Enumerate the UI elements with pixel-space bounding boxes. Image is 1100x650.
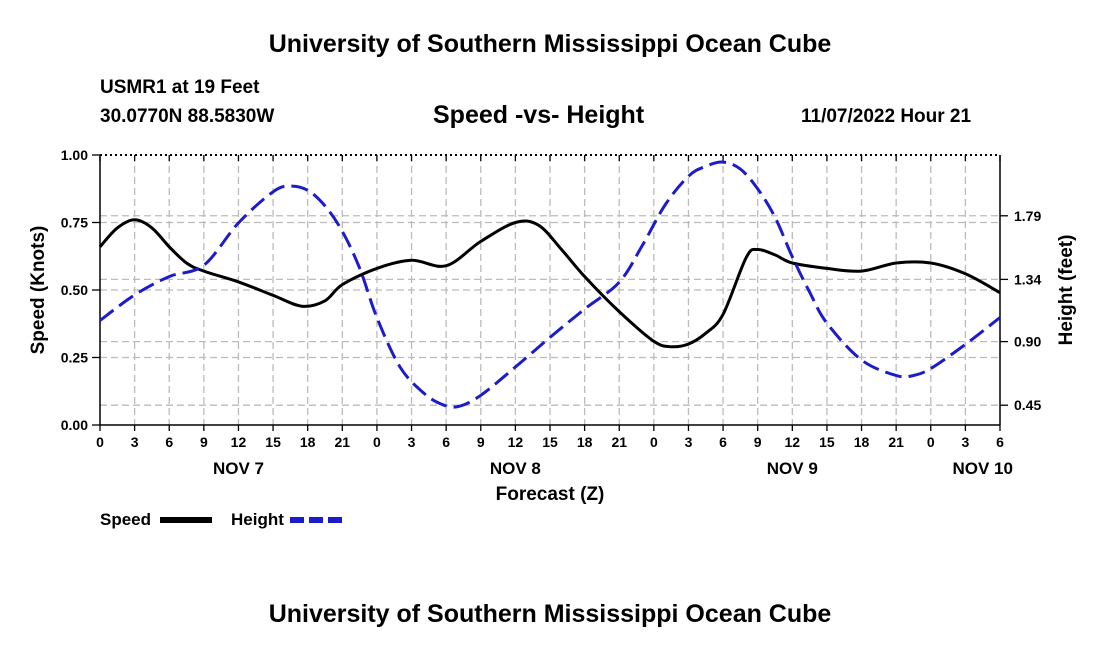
y2-tick-label: 1.34 [1014,271,1041,287]
x-tick-label: 3 [131,434,139,450]
x-tick-label: 18 [577,434,593,450]
tick-labels: 0 3 6 9 12 15 18 21 0 3 6 9 12 15 18 21 0 3 6 9 12 15 18 21 0 3 6 0… [61,147,1042,478]
x-tick-label: 6 [442,434,450,450]
y-axis-label: Speed (Knots) [28,226,49,355]
x-tick-label: 15 [542,434,558,450]
x-tick-label: 9 [477,434,485,450]
x-tick-label: 0 [96,434,104,450]
legend-speed-swatch [160,517,212,523]
chart-axes [92,154,1008,431]
x-axis-label: Forecast (Z) [496,484,605,505]
x-tick-label: 15 [265,434,281,450]
series-line-speed [98,218,1001,349]
x-tick-label: 0 [650,434,658,450]
x-tick-label: 6 [996,434,1004,450]
y-tick-label: 0.75 [61,215,88,231]
y-tick-label: 0.25 [61,350,88,366]
x-tick-label: 12 [231,434,247,450]
series-line-height [99,160,1001,409]
chart-title: Speed -vs- Height [433,101,645,129]
x-tick-label: 12 [785,434,801,450]
day-label: NOV 7 [213,459,264,478]
x-tick-label: 0 [373,434,381,450]
y-tick-label: 1.00 [61,147,88,163]
y-tick-label: 0.50 [61,282,88,298]
x-tick-label: 3 [961,434,969,450]
datetime-label: 11/07/2022 Hour 21 [801,106,972,127]
x-tick-label: 9 [754,434,762,450]
x-tick-label: 12 [508,434,524,450]
day-label: NOV 10 [952,459,1012,478]
x-tick-label: 21 [335,434,351,450]
y2-tick-label: 0.90 [1014,334,1041,350]
series-layer [98,160,1001,409]
y2-tick-label: 1.79 [1014,208,1041,224]
x-tick-label: 6 [165,434,173,450]
day-label: NOV 9 [767,459,818,478]
x-tick-label: 21 [888,434,904,450]
legend-height-label: Height [231,510,284,529]
x-tick-label: 15 [819,434,835,450]
y-tick-label: 0.00 [61,417,88,433]
legend-height-swatch [290,517,342,523]
coordinates-label: 30.0770N 88.5830W [100,106,275,127]
day-label: NOV 8 [490,459,541,478]
x-tick-label: 6 [719,434,727,450]
chart-grid [100,155,1000,425]
x-tick-label: 21 [611,434,627,450]
x-tick-label: 18 [300,434,316,450]
y2-tick-label: 0.45 [1014,397,1041,413]
station-label: USMR1 at 19 Feet [100,77,260,98]
legend-speed-label: Speed [100,510,152,529]
x-tick-label: 9 [200,434,208,450]
x-tick-label: 3 [685,434,693,450]
x-tick-label: 18 [854,434,870,450]
page-title: University of Southern Mississippi Ocean… [268,30,832,58]
footer-title: University of Southern Mississippi Ocean… [268,600,832,628]
x-tick-label: 3 [408,434,416,450]
x-tick-label: 0 [927,434,935,450]
y2-axis-label: Height (feet) [1056,235,1077,346]
